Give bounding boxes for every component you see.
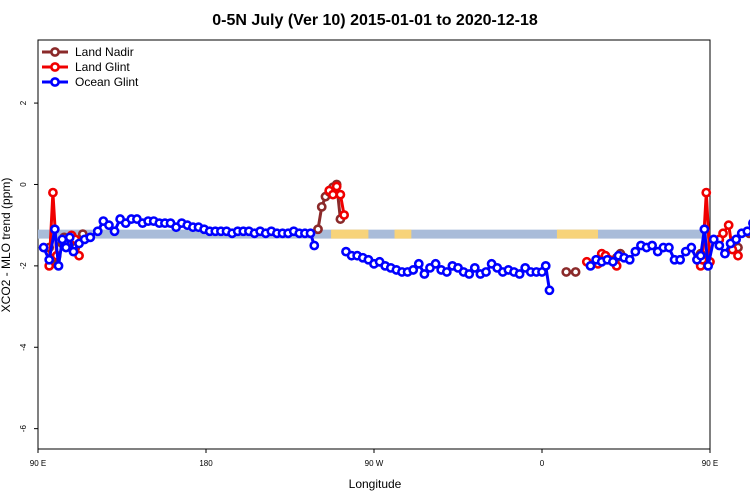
data-point: [104, 220, 114, 231]
series-ocean-glint: [38, 214, 750, 296]
y-tick-label: -2: [19, 262, 28, 270]
axes: 90 E 180 90 W 0 90 E 2 0 -2 -4 -6: [19, 100, 718, 468]
legend-marker: [50, 62, 60, 72]
data-point: [723, 220, 734, 231]
data-point: [585, 260, 596, 271]
series-land-nadir: [44, 179, 750, 277]
data-point: [469, 263, 480, 273]
data-point: [699, 224, 710, 235]
data-point: [316, 201, 327, 212]
data-point: [647, 240, 658, 251]
data-point: [514, 269, 525, 279]
reference-band: [38, 229, 710, 239]
x-tick-label: 90 E: [702, 459, 718, 468]
data-point: [328, 189, 338, 200]
data-point: [92, 226, 103, 237]
legend-label: Land Nadir: [75, 45, 134, 59]
ocean-band: [38, 229, 710, 239]
data-point: [53, 260, 64, 271]
data-point: [540, 260, 551, 271]
data-point: [675, 254, 686, 265]
data-point: [720, 248, 730, 259]
data-point: [624, 254, 635, 265]
data-point: [335, 189, 346, 200]
data-point: [686, 242, 697, 253]
legend-label: Ocean Glint: [75, 75, 139, 89]
data-point: [305, 228, 316, 239]
data-point: [64, 232, 75, 243]
data-point: [733, 250, 743, 261]
y-tick-label: 0: [19, 182, 28, 187]
x-tick-label: 180: [199, 459, 213, 468]
y-tick-label: 2: [19, 100, 28, 105]
data-point: [61, 242, 71, 253]
data-point: [339, 210, 350, 220]
series-layer: [38, 179, 750, 296]
plot-frame: [37, 39, 711, 450]
data-point: [441, 267, 452, 277]
data-point: [413, 258, 424, 269]
legend-item-land-glint: Land Glint: [42, 60, 130, 74]
legend-marker: [50, 47, 60, 57]
data-point: [408, 265, 419, 275]
data-point: [419, 269, 430, 279]
y-tick-label: -6: [19, 425, 28, 433]
data-point: [701, 187, 712, 198]
data-point: [331, 181, 342, 192]
series-land-glint: [44, 181, 743, 271]
data-point: [38, 242, 49, 253]
legend-marker: [50, 77, 60, 87]
data-point: [703, 260, 714, 271]
data-point: [49, 224, 60, 235]
legend-item-land-nadir: Land Nadir: [42, 45, 134, 59]
data-point: [309, 240, 320, 251]
land-band-segment: [394, 229, 412, 239]
x-tick-label: 90 W: [365, 459, 384, 468]
data-point: [695, 250, 706, 261]
legend-item-ocean-glint: Ocean Glint: [42, 75, 139, 89]
data-point: [430, 258, 441, 269]
data-point: [608, 256, 618, 267]
data-point: [544, 285, 555, 296]
x-tick-label: 0: [540, 459, 545, 468]
data-point: [464, 269, 475, 279]
data-point: [48, 187, 58, 198]
legend-label: Land Glint: [75, 60, 130, 74]
y-axis-label: XCO2 - MLO trend (ppm): [0, 178, 13, 313]
y-tick-label: -4: [19, 343, 28, 351]
data-point: [481, 267, 491, 277]
data-point: [742, 226, 750, 237]
data-point: [57, 234, 68, 245]
x-axis-label: Longitude: [349, 477, 402, 491]
data-point: [109, 226, 120, 237]
data-point: [85, 232, 96, 243]
data-point: [714, 240, 725, 251]
data-point: [44, 254, 55, 265]
data-point: [708, 234, 719, 245]
data-point: [731, 234, 742, 245]
data-point: [68, 246, 79, 257]
data-point: [664, 242, 674, 253]
land-band-segment: [556, 229, 598, 239]
land-band-segment: [331, 229, 369, 239]
data-point: [718, 228, 728, 239]
chart-title: 0-5N July (Ver 10) 2015-01-01 to 2020-12…: [212, 12, 538, 29]
data-point: [313, 224, 323, 235]
data-point: [561, 267, 572, 277]
x-tick-label: 90 E: [30, 459, 46, 468]
data-point: [570, 267, 581, 277]
data-point: [630, 246, 641, 257]
